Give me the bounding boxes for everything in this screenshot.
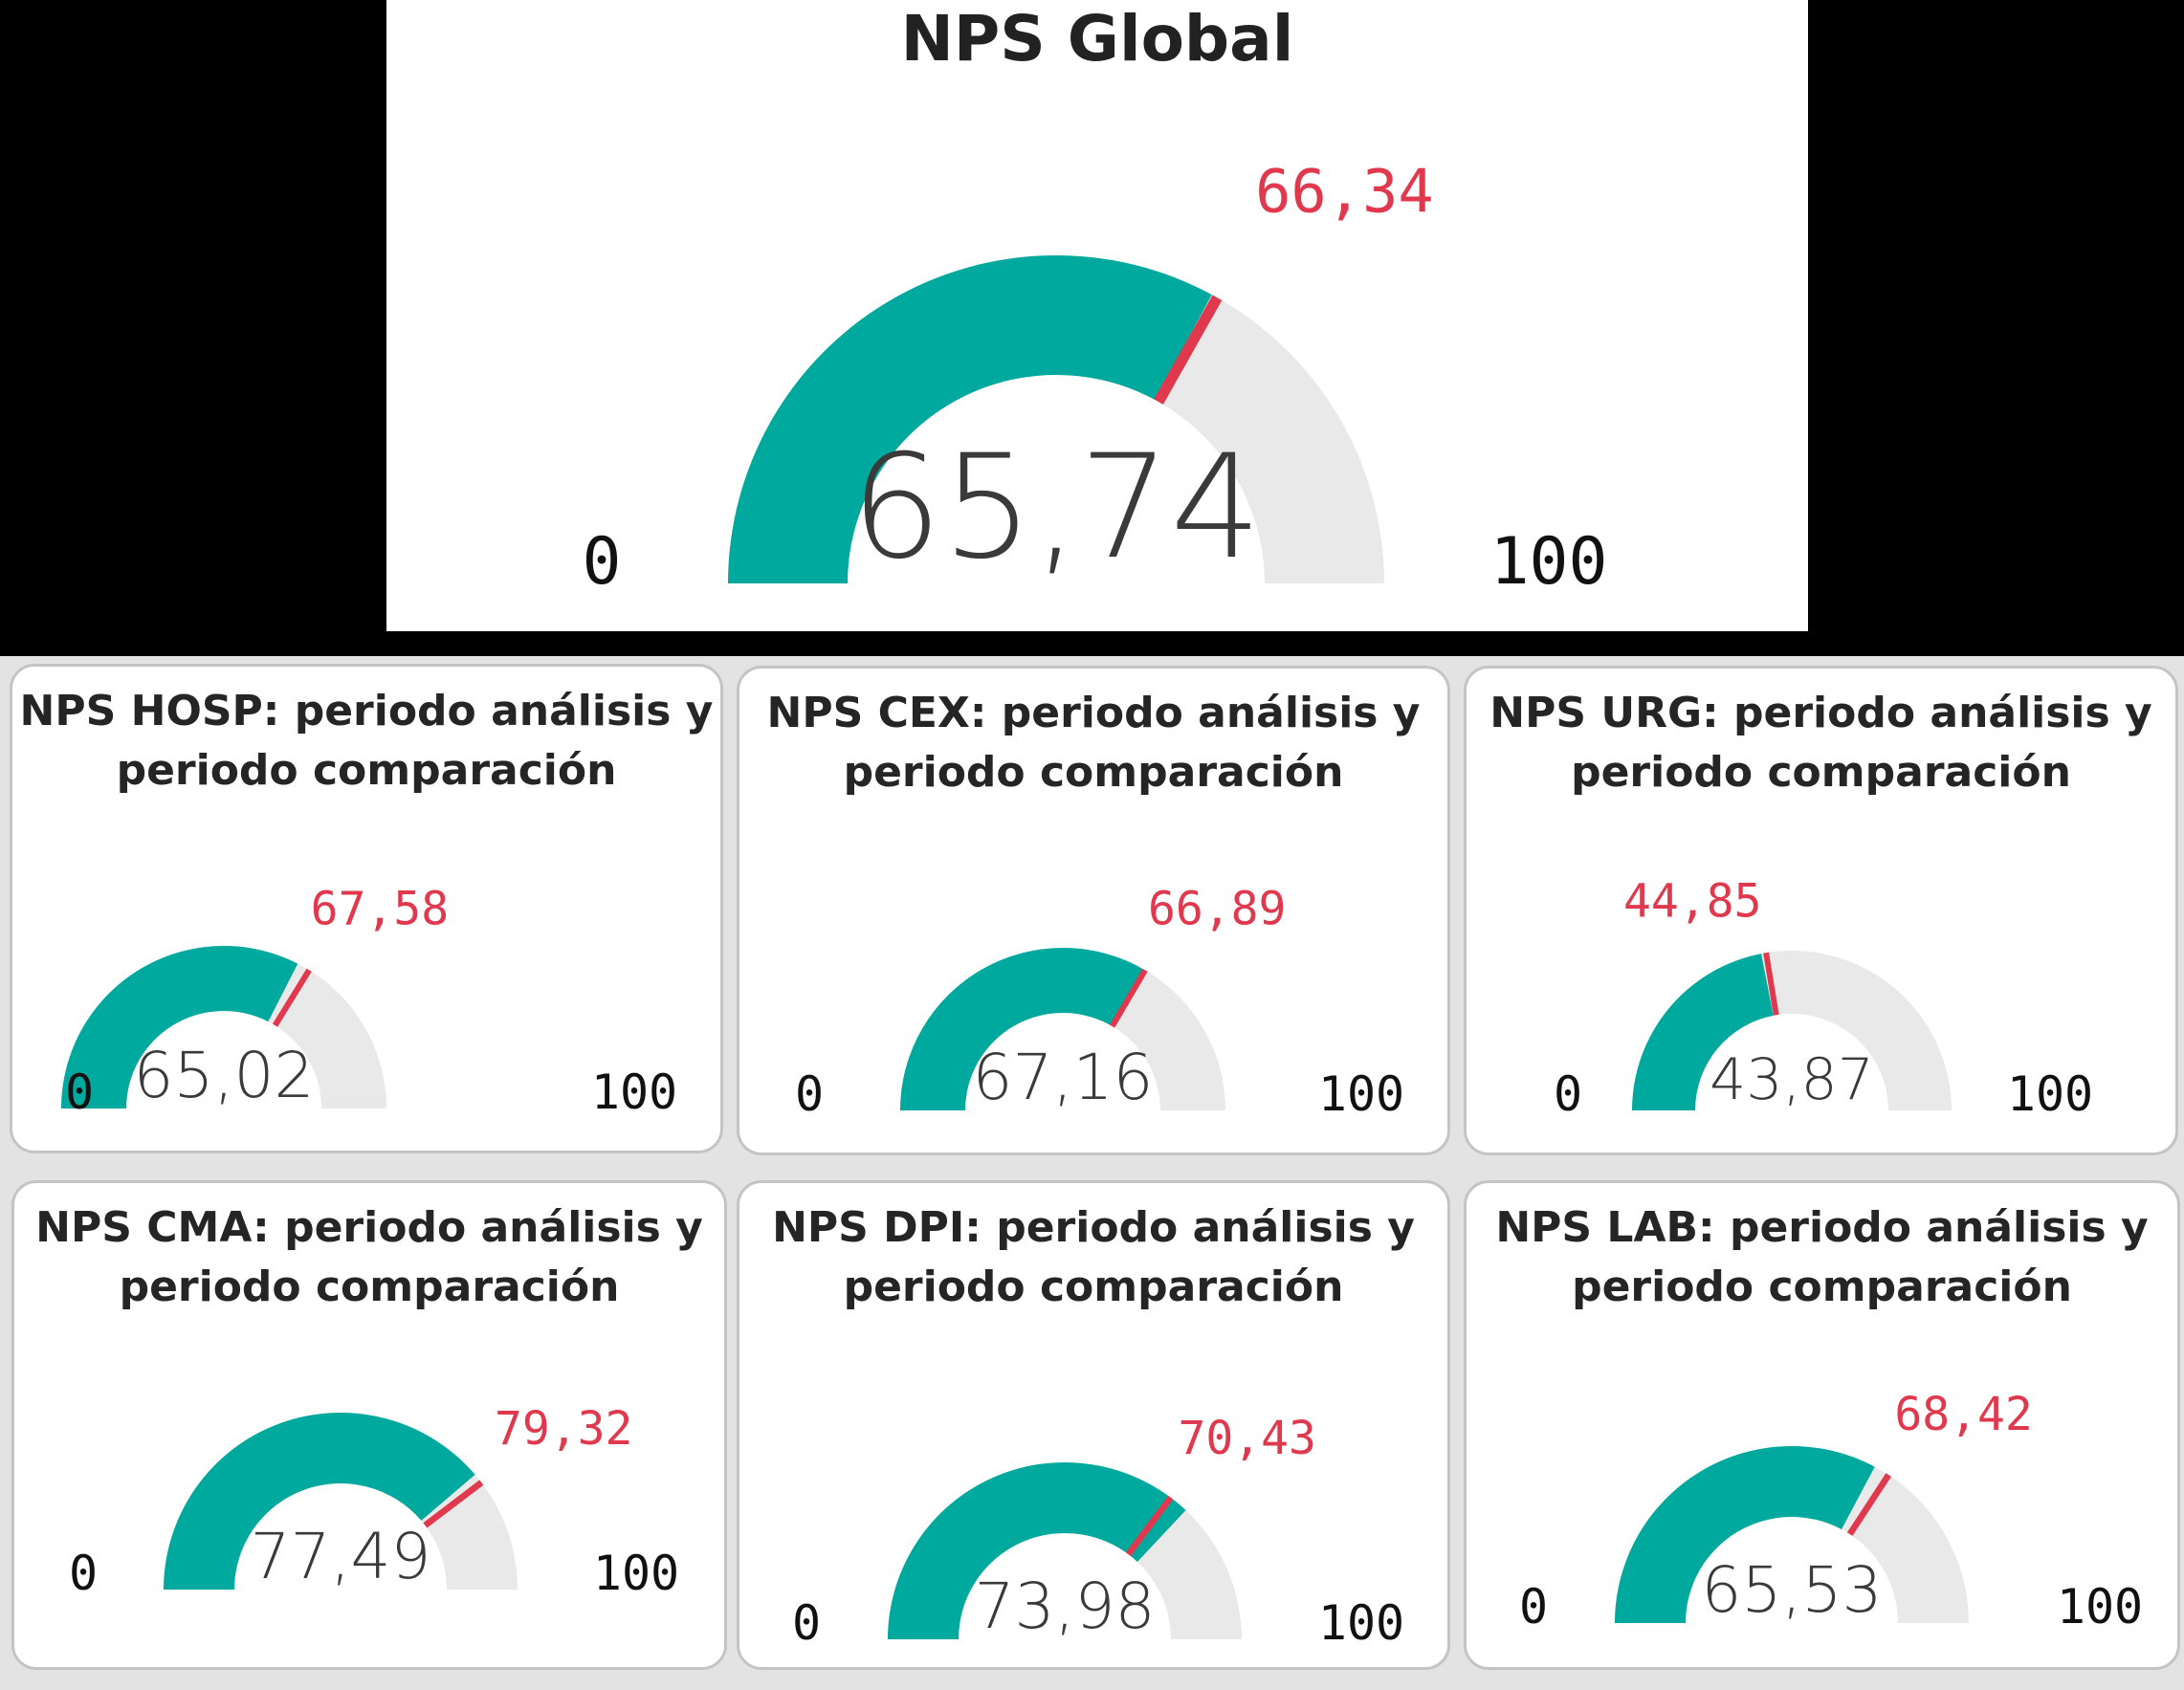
gauge-target-label: 66,34 bbox=[1255, 157, 1434, 227]
gauge-target-label: 70,43 bbox=[1178, 1412, 1316, 1465]
gauge-card-hosp: NPS HOSP: periodo análisis y periodo com… bbox=[10, 664, 723, 1153]
gauge-min-label: 0 bbox=[65, 1064, 94, 1120]
gauge-max-label: 100 bbox=[1490, 524, 1608, 600]
gauge-min-label: 0 bbox=[792, 1595, 821, 1651]
gauge-svg: 43,87 44,85 0 100 bbox=[1554, 875, 2093, 1122]
gauge-min-label: 0 bbox=[795, 1066, 824, 1122]
gauge-target-label: 66,89 bbox=[1148, 883, 1287, 936]
gauge-max-label: 100 bbox=[2057, 1579, 2143, 1635]
chart-title: NPS DPI: periodo análisis y periodo comp… bbox=[772, 1203, 1415, 1311]
chart-title: NPS Global bbox=[900, 2, 1294, 76]
chart-title: NPS CEX: periodo análisis y periodo comp… bbox=[766, 689, 1421, 797]
gauge-target-marker bbox=[1125, 1495, 1174, 1557]
gauge-value-label: 73,98 bbox=[975, 1569, 1156, 1643]
gauge-card-cex: NPS CEX: periodo análisis y periodo comp… bbox=[737, 666, 1450, 1155]
gauge-target-marker bbox=[1154, 295, 1223, 405]
gauge-target-marker bbox=[272, 968, 312, 1027]
gauge-min-label: 0 bbox=[1519, 1579, 1548, 1635]
gauge-value-arc bbox=[900, 947, 1147, 1110]
gauge-svg: 67,16 66,89 0 100 bbox=[795, 883, 1404, 1122]
gauge-target-label: 68,42 bbox=[1894, 1388, 2033, 1441]
gauge-target-label: 79,32 bbox=[495, 1402, 633, 1456]
gauge-max-label: 100 bbox=[1318, 1595, 1404, 1651]
gauge-target-marker bbox=[1109, 968, 1148, 1028]
gauge-target-marker bbox=[423, 1480, 484, 1528]
gauge-min-label: 0 bbox=[583, 524, 622, 600]
gauge-max-label: 100 bbox=[1318, 1066, 1404, 1122]
gauge-value-arc bbox=[164, 1413, 475, 1590]
gauge-card-urg: NPS URG: periodo análisis y periodo comp… bbox=[1464, 666, 2178, 1155]
gauge-value-arc bbox=[888, 1462, 1186, 1639]
gauge-max-label: 100 bbox=[591, 1064, 677, 1120]
gauge-max-label: 100 bbox=[593, 1546, 679, 1601]
gauge-svg: 73,98 70,43 0 100 bbox=[792, 1412, 1404, 1651]
gauge-min-label: 0 bbox=[69, 1546, 98, 1601]
gauge-target-marker bbox=[1763, 952, 1779, 1016]
chart-title: NPS HOSP: periodo análisis y periodo com… bbox=[19, 687, 714, 795]
gauge-value-arc bbox=[1632, 954, 1774, 1110]
gauge-value-arc bbox=[61, 946, 298, 1108]
gauge-svg: 65,74 66,34 0 100 bbox=[583, 157, 1608, 600]
gauge-value-arc bbox=[728, 254, 1212, 583]
gauge-target-label: 44,85 bbox=[1623, 875, 1762, 929]
gauge-value-label: 77,49 bbox=[251, 1520, 431, 1593]
gauge-card-dpi: NPS DPI: periodo análisis y periodo comp… bbox=[737, 1180, 1450, 1670]
gauge-svg: 77,49 79,32 0 100 bbox=[69, 1402, 679, 1601]
gauge-value-label: 65,74 bbox=[850, 425, 1261, 591]
gauge-min-label: 0 bbox=[1554, 1066, 1582, 1122]
gauge-svg: 65,53 68,42 0 100 bbox=[1519, 1388, 2143, 1635]
gauge-target-label: 67,58 bbox=[311, 883, 450, 936]
gauge-card-lab: NPS LAB: periodo análisis y periodo comp… bbox=[1464, 1180, 2180, 1670]
gauge-value-arc bbox=[1615, 1446, 1875, 1623]
gauge-card-cma: NPS CMA: periodo análisis y periodo comp… bbox=[11, 1180, 727, 1670]
gauge-max-label: 100 bbox=[2007, 1066, 2093, 1122]
chart-title: NPS URG: periodo análisis y periodo comp… bbox=[1489, 689, 2152, 797]
gauge-value-label: 43,87 bbox=[1710, 1046, 1874, 1113]
chart-title: NPS LAB: periodo análisis y periodo comp… bbox=[1495, 1203, 2149, 1311]
gauge-target-marker bbox=[1846, 1473, 1891, 1536]
gauge-value-label: 65,02 bbox=[134, 1039, 315, 1112]
gauge-card-global: NPS Global 65,74 66,34 0 100 bbox=[386, 0, 1808, 631]
gauge-value-label: 65,53 bbox=[1702, 1553, 1883, 1627]
chart-title: NPS CMA: periodo análisis y periodo comp… bbox=[35, 1203, 703, 1311]
gauge-value-label: 67,16 bbox=[973, 1041, 1154, 1114]
gauge-svg: 65,02 67,58 0 100 bbox=[61, 883, 677, 1120]
